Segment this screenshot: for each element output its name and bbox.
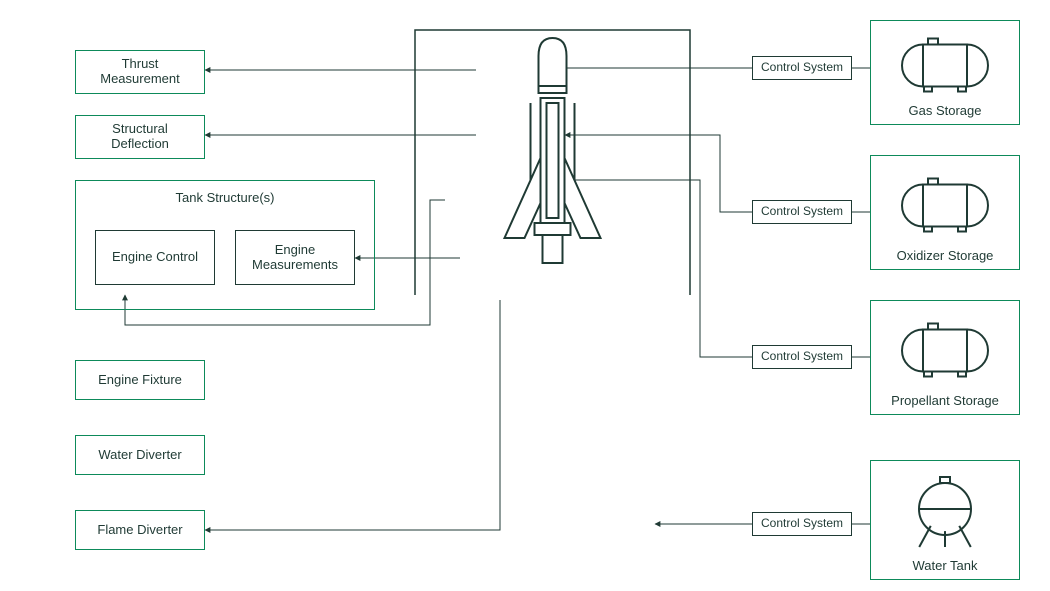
flamediv-box: Flame Diverter bbox=[75, 510, 205, 550]
control-system-box: Control System bbox=[752, 345, 852, 369]
storage-label: Water Tank bbox=[870, 558, 1020, 573]
storage-label: Oxidizer Storage bbox=[870, 248, 1020, 263]
connector bbox=[565, 135, 752, 212]
waterdiv-box: Water Diverter bbox=[75, 435, 205, 475]
engine-measurements-box: Engine Measurements bbox=[235, 230, 355, 285]
thrust-box: Thrust Measurement bbox=[75, 50, 205, 94]
control-system-box: Control System bbox=[752, 56, 852, 80]
storage-label: Gas Storage bbox=[870, 103, 1020, 118]
connector bbox=[205, 300, 500, 530]
storage-label: Propellant Storage bbox=[870, 393, 1020, 408]
control-system-box: Control System bbox=[752, 512, 852, 536]
control-system-box: Control System bbox=[752, 200, 852, 224]
structural-box: Structural Deflection bbox=[75, 115, 205, 159]
fixture-box: Engine Fixture bbox=[75, 360, 205, 400]
rocket-icon bbox=[505, 38, 601, 263]
connector bbox=[565, 180, 752, 357]
engine-control-box: Engine Control bbox=[95, 230, 215, 285]
